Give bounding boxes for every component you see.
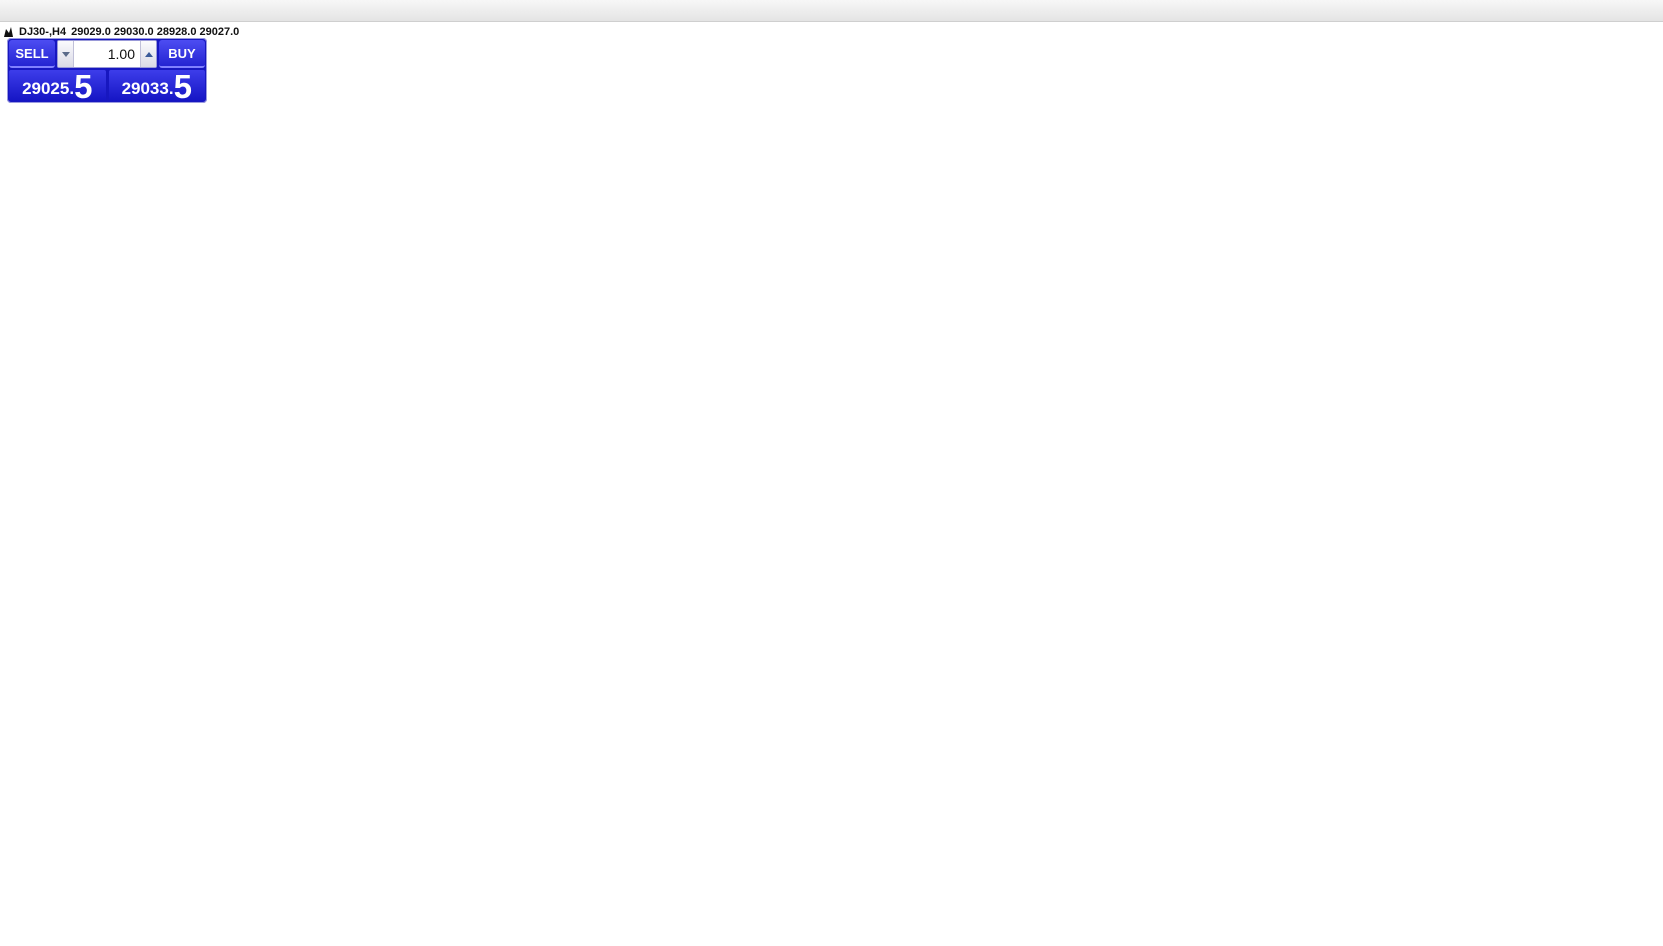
sell-button[interactable]: SELL: [9, 40, 55, 68]
trade-panel-top-row: SELL BUY: [9, 40, 205, 68]
ohlc-readout: 29029.0 29030.0 28928.0 29027.0: [71, 26, 240, 38]
one-click-trading-panel: SELL BUY 29025.5 29033.5: [7, 38, 207, 103]
volume-decrease-button[interactable]: [58, 41, 74, 67]
trade-panel-prices: 29025. 5 29033. 5: [9, 70, 205, 103]
chart-symbol-header: DJ30-,H4 29029.0 29030.0 28928.0 29027.0: [4, 26, 239, 38]
sell-price[interactable]: 29025. 5: [9, 70, 106, 103]
volume-input[interactable]: [74, 41, 140, 67]
symbol-period-label: DJ30-,H4: [19, 26, 67, 38]
buy-price[interactable]: 29033. 5: [108, 70, 205, 103]
triangle-up-icon: [144, 51, 153, 57]
chart-window-icon: [4, 27, 14, 37]
volume-increase-button[interactable]: [140, 41, 156, 67]
triangle-down-icon: [61, 51, 70, 57]
buy-button[interactable]: BUY: [159, 40, 205, 68]
volume-spinner: [57, 40, 157, 68]
toolbar: [0, 0, 1663, 22]
